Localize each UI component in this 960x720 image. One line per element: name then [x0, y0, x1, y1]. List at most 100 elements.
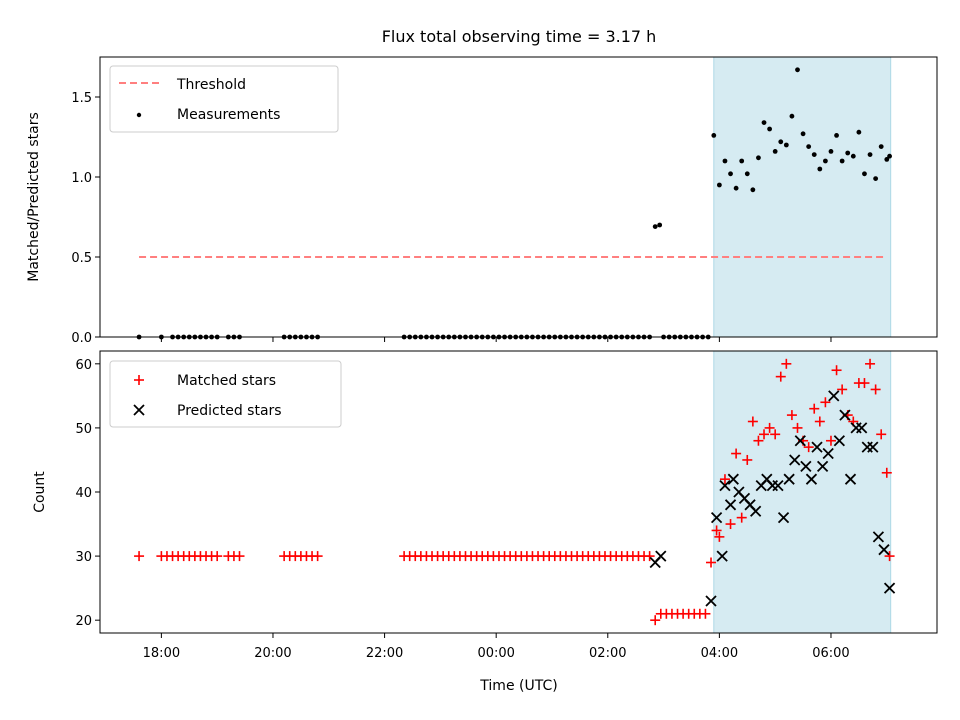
predicted-star-point	[833, 435, 845, 447]
measurement-point	[878, 144, 884, 150]
matched-star-point	[792, 422, 803, 433]
predicted-star-point	[816, 460, 829, 473]
measurement-point	[756, 155, 761, 161]
y-tick-label: 20	[75, 614, 92, 629]
predicted-star-point	[655, 550, 667, 562]
measurement-point	[778, 139, 784, 145]
predicted-star-point	[872, 531, 885, 543]
legend-predicted-label: Predicted stars	[177, 403, 282, 419]
x-tick-label: 00:00	[477, 646, 514, 661]
matched-star-point	[134, 551, 145, 562]
matched-star-point	[312, 551, 323, 562]
x-tick-label: 20:00	[254, 646, 291, 661]
y-tick-label: 40	[75, 486, 92, 501]
matched-star-point	[781, 358, 792, 369]
measurement-point	[834, 133, 839, 138]
measurement-point	[887, 153, 892, 159]
top-legend-box	[109, 65, 339, 133]
bottom-observing-span	[713, 350, 892, 634]
chart-title: Flux total observing time = 3.17 h	[382, 27, 657, 46]
y-tick-label: 1.0	[71, 171, 92, 186]
measurement-point	[711, 133, 717, 138]
top-x-ticks	[160, 337, 832, 342]
matched-star-point	[759, 429, 770, 440]
y-tick-label: 0.0	[71, 331, 92, 346]
matched-star-point	[884, 551, 895, 562]
measurement-point	[817, 166, 823, 172]
predicted-star-point	[867, 441, 879, 453]
predicted-star-point	[839, 409, 851, 421]
matched-star-point	[644, 551, 655, 562]
measurement-point	[828, 149, 834, 154]
top-panel: 0.0 0.5 1.0 1.5 Matched/Predicted stars Thr…	[26, 56, 938, 346]
matched-star-point	[747, 416, 758, 427]
measurement-point	[856, 129, 862, 135]
bottom-x-ticks: 18:00 20:00 22:00 00:00 02:00 04:00 06:00	[143, 633, 850, 661]
matched-star-point	[770, 429, 781, 440]
measurement-point	[744, 171, 750, 177]
predicted-star-point	[716, 550, 728, 562]
matched-star-point	[714, 531, 725, 542]
bottom-y-ticks: 20 30 40 50 60	[75, 358, 100, 629]
matched-star-point	[881, 467, 892, 478]
predicted-star-point	[883, 582, 896, 594]
measurement-point	[884, 157, 890, 162]
predicted-star-point	[878, 544, 890, 556]
matched-star-point	[876, 429, 887, 440]
predicted-star-point	[783, 473, 795, 485]
x-tick-label: 06:00	[812, 646, 849, 661]
y-tick-label: 60	[75, 358, 92, 373]
matched-star-point	[731, 448, 742, 459]
measurement-point	[806, 144, 812, 150]
matched-star-point	[700, 608, 711, 619]
predicted-stars-series	[649, 390, 896, 607]
measurement-point	[657, 222, 663, 228]
predicted-star-point	[789, 454, 801, 466]
measurement-point	[867, 152, 873, 158]
matched-star-point	[831, 365, 842, 376]
x-axis-label: Time (UTC)	[479, 678, 557, 694]
matched-star-point	[837, 384, 848, 395]
measurement-point	[733, 185, 739, 191]
measurement-point	[823, 158, 828, 164]
measurement-point	[800, 131, 806, 137]
predicted-star-point	[724, 499, 737, 511]
x-tick-label: 02:00	[589, 646, 626, 661]
predicted-star-point	[822, 447, 834, 460]
top-y-ticks: 0.0 0.5 1.0 1.5	[71, 91, 100, 346]
legend-predicted-swatch	[133, 404, 145, 416]
bottom-legend: Matched stars Predicted stars	[109, 360, 342, 428]
measurement-point	[750, 187, 756, 193]
matched-star-point	[820, 397, 831, 408]
y-tick-label: 50	[75, 422, 92, 437]
predicted-star-point	[800, 460, 812, 473]
matched-star-point	[711, 525, 722, 536]
measurement-point	[728, 171, 733, 177]
measurement-point	[862, 171, 867, 177]
legend-measurements-swatch	[136, 112, 142, 118]
measurement-point	[739, 158, 745, 164]
matched-star-point	[859, 378, 870, 389]
matched-star-point	[650, 615, 661, 626]
top-plot-frame	[99, 56, 938, 338]
matched-stars-series	[134, 358, 895, 626]
predicted-star-point	[805, 473, 818, 485]
measurement-point	[845, 150, 851, 156]
legend-matched-label: Matched stars	[177, 373, 276, 389]
predicted-star-point	[750, 505, 762, 517]
predicted-star-point	[828, 390, 840, 402]
top-y-axis-label: Matched/Predicted stars	[26, 112, 42, 282]
measurement-point	[722, 158, 728, 164]
matched-star-point	[764, 422, 775, 433]
matched-star-point	[234, 551, 245, 562]
predicted-star-point	[727, 473, 739, 485]
measurement-point	[772, 149, 778, 154]
predicted-star-point	[856, 422, 868, 434]
matched-star-point	[725, 519, 736, 530]
measurement-point	[761, 120, 767, 125]
matched-star-point	[753, 435, 764, 446]
matched-star-point	[212, 551, 223, 562]
matched-star-point	[742, 454, 753, 465]
matched-star-point	[814, 416, 825, 427]
